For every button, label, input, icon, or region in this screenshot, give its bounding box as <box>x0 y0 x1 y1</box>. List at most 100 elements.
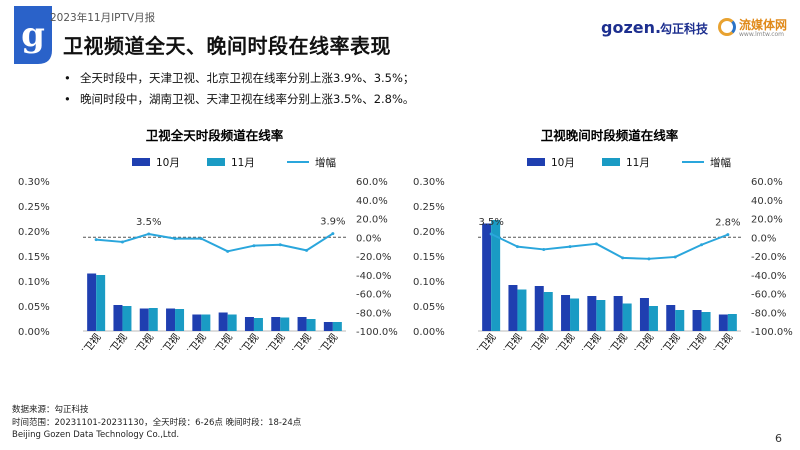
growth-point <box>305 248 309 252</box>
y-right-tick: 20.0% <box>751 215 783 226</box>
bar-oct <box>718 314 728 331</box>
gozen-logo-text: gozen. <box>601 18 662 37</box>
bar-nov <box>96 275 106 331</box>
bar-nov <box>253 318 263 331</box>
bar-nov <box>280 317 290 331</box>
bar-oct <box>587 296 597 331</box>
gozen-g-logo: g <box>14 6 52 64</box>
y-right-tick: -40.0% <box>751 271 786 282</box>
y-right-tick: -60.0% <box>356 290 391 301</box>
data-label: 2.8% <box>715 218 740 229</box>
y-right-tick: 0.0% <box>751 233 776 244</box>
growth-point <box>515 245 519 249</box>
bar-oct <box>692 310 702 331</box>
lmtw-logo: 流媒体网 www.lmtw.com <box>718 16 788 42</box>
y-right-tick: -80.0% <box>356 308 391 319</box>
bar-oct <box>297 317 307 331</box>
y-left-tick: 0.25% <box>413 202 445 213</box>
legend-label: 增幅 <box>710 156 731 169</box>
category-label: 湖南卫视 <box>69 331 104 350</box>
bar-oct <box>482 223 492 331</box>
chart-all-day: 卫视全天时段频道在线率 10月 11月 增幅 0.00% 0.05% 0.10% 0.15% 0… <box>18 128 398 350</box>
legend-swatch <box>207 158 225 166</box>
bullet-item: 晚间时段中，湖南卫视、天津卫视在线率分别上涨3.5%、2.8%。 <box>64 89 414 110</box>
y-right-tick: -20.0% <box>356 252 391 263</box>
data-label: 3.5% <box>136 217 161 228</box>
bar-oct <box>139 308 149 331</box>
growth-point <box>252 244 256 248</box>
legend-swatch <box>132 158 150 166</box>
bar-nov <box>227 314 237 331</box>
growth-point <box>568 245 572 249</box>
chart-evening: 卫视晚间时段频道在线率 10月 11月 增幅 0.00% 0.05% 0.10% 0.15% 0… <box>413 128 793 350</box>
data-label: 3.9% <box>320 217 345 228</box>
legend-label: 10月 <box>551 157 575 169</box>
bar-oct <box>534 286 544 331</box>
bar-nov <box>148 308 158 331</box>
growth-point <box>173 237 177 241</box>
growth-point <box>700 243 704 247</box>
summary-bullets: 全天时段中，天津卫视、北京卫视在线率分别上涨3.9%、3.5%； 晚间时段中，湖… <box>64 68 414 110</box>
legend-label: 10月 <box>156 157 180 169</box>
growth-point <box>278 243 282 247</box>
growth-point <box>647 257 651 261</box>
footer-company: Beijing Gozen Data Technology Co.,Ltd. <box>12 430 180 440</box>
growth-point <box>120 240 124 244</box>
page-title: 卫视频道全天、晚间时段在线率表现 <box>63 34 391 58</box>
lmtw-logo-url: www.lmtw.com <box>739 31 785 38</box>
y-left-tick: 0.10% <box>18 277 50 288</box>
bar-nov <box>701 312 711 331</box>
y-left-tick: 0.00% <box>413 327 445 338</box>
bar-oct <box>508 285 518 331</box>
bar-oct <box>666 305 676 331</box>
growth-point <box>147 232 151 236</box>
bullet-item: 全天时段中，天津卫视、北京卫视在线率分别上涨3.9%、3.5%； <box>64 68 414 89</box>
y-right-tick: -100.0% <box>751 327 793 338</box>
bar-nov <box>570 298 580 331</box>
growth-line <box>96 232 334 253</box>
y-right-tick: -100.0% <box>356 327 398 338</box>
category-label: 湖南卫视 <box>464 331 499 350</box>
bar-nov <box>332 322 342 331</box>
bar-oct <box>244 317 254 331</box>
legend-label: 11月 <box>231 157 255 169</box>
footer-source: 数据来源：勾正科技 <box>12 405 89 415</box>
y-left-tick: 0.10% <box>413 277 445 288</box>
bar-nov <box>675 310 685 331</box>
bar-nov <box>596 300 606 331</box>
growth-point <box>673 255 677 259</box>
y-right-tick: -60.0% <box>751 290 786 301</box>
bar-oct <box>113 305 123 331</box>
bar-oct <box>87 273 97 331</box>
growth-point <box>226 249 230 253</box>
y-left-tick: 0.05% <box>18 302 50 313</box>
growth-point <box>94 238 98 242</box>
bar-nov <box>201 314 211 331</box>
bar-nov <box>491 220 501 331</box>
y-left-tick: 0.25% <box>18 202 50 213</box>
legend-swatch <box>527 158 545 166</box>
growth-point <box>594 242 598 246</box>
bar-nov <box>122 306 132 331</box>
y-left-tick: 0.00% <box>18 327 50 338</box>
bar-oct <box>613 296 623 331</box>
bar-oct <box>192 314 202 331</box>
footer: 数据来源：勾正科技 时间范围：20231101-20231130，全天时段：6-… <box>12 404 301 442</box>
bar-oct <box>166 308 176 331</box>
y-right-tick: -80.0% <box>751 308 786 319</box>
bar-oct <box>639 298 649 331</box>
page-number: 6 <box>775 432 782 445</box>
growth-point <box>621 256 625 260</box>
y-right-tick: -20.0% <box>751 252 786 263</box>
y-right-tick: 40.0% <box>751 196 783 207</box>
growth-point <box>199 237 203 241</box>
y-right-tick: 20.0% <box>356 215 388 226</box>
bar-oct <box>561 295 571 331</box>
y-left-tick: 0.20% <box>413 227 445 238</box>
y-left-tick: 0.05% <box>413 302 445 313</box>
chart-title: 卫视全天时段频道在线率 <box>146 128 284 143</box>
bar-nov <box>175 309 185 331</box>
bar-oct <box>323 322 333 331</box>
bar-oct <box>271 317 281 331</box>
bar-nov <box>622 303 632 331</box>
